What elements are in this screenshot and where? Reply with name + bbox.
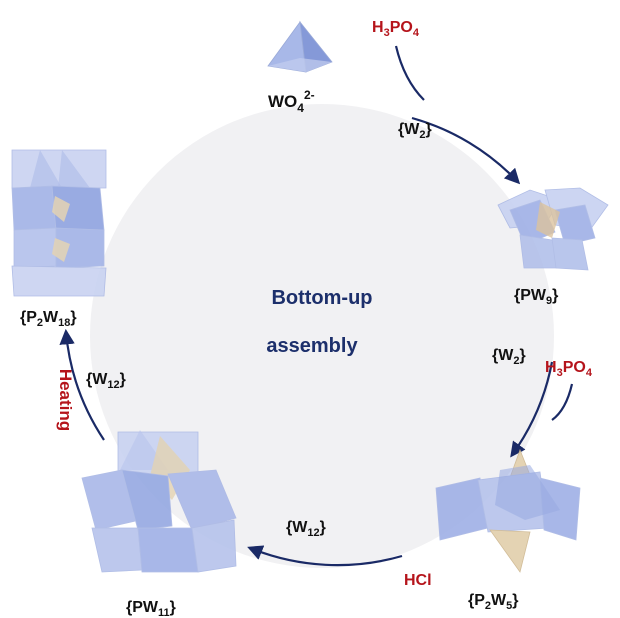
pw11-polyhedra: [81, 430, 237, 573]
arrow-to-p2w18: [59, 328, 105, 441]
assembly-circle: [90, 104, 554, 568]
center-title-line2: assembly: [266, 335, 358, 357]
fragment-w12-left: {W12}: [86, 371, 126, 391]
label-pw9: {PW9}: [514, 287, 558, 307]
fragment-w2-top: {W2}: [398, 121, 432, 141]
label-tungstate: WO42-: [268, 88, 315, 115]
arrow-to-pw11: [247, 545, 403, 567]
tungstate-tetrahedron: [267, 20, 333, 73]
feed-arrow-h3po4-right: [551, 383, 574, 421]
label-p2w5: {P2W5}: [468, 592, 519, 612]
fragment-w2-right: {W2}: [492, 347, 526, 367]
arrow-to-p2w5: [510, 361, 554, 458]
reagent-hcl: HCl: [404, 572, 432, 589]
label-pw11: {PW11}: [126, 599, 176, 618]
reagent-h3po4-right: H3PO4: [545, 359, 593, 379]
fragment-w12-bottom: {W12}: [286, 519, 326, 539]
center-title-line1: Bottom-up: [271, 287, 372, 309]
p2w5-polyhedra: [435, 448, 581, 573]
feed-arrow-h3po4-top: [394, 45, 425, 101]
p2w18-polyhedra: [11, 149, 107, 297]
arrow-to-pw9: [411, 116, 521, 185]
pw9-polyhedra: [497, 187, 609, 271]
reagent-heating: Heating: [56, 369, 75, 431]
reagent-h3po4-top: H3PO4: [372, 19, 420, 39]
label-p2w18: {P2W18}: [20, 309, 77, 329]
